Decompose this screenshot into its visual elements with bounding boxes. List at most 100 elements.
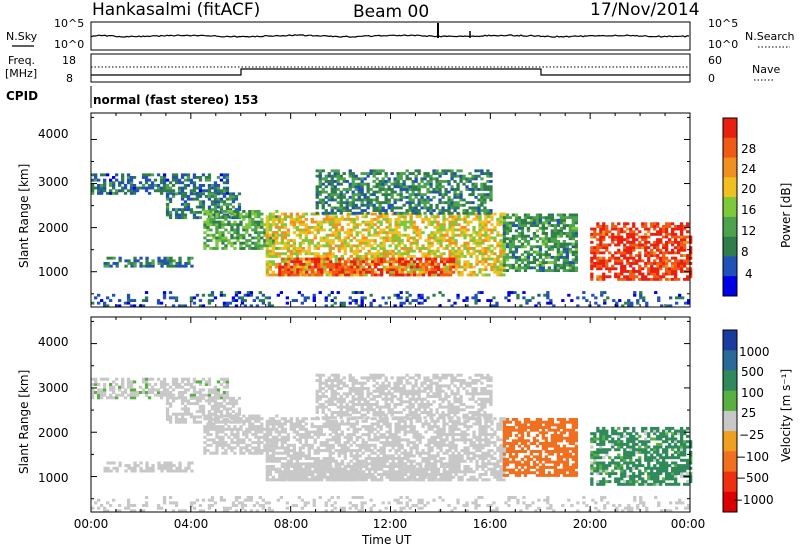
- power-cell: [320, 255, 323, 258]
- velocity-cell: [209, 452, 212, 455]
- power-cell: [560, 214, 563, 217]
- power-cell: [238, 296, 241, 299]
- power-cell: [465, 185, 468, 188]
- power-cell: [412, 185, 415, 188]
- power-cell: [536, 269, 539, 272]
- power-cell: [418, 201, 421, 204]
- nave-label: Nave: [752, 63, 780, 76]
- power-cell: [466, 242, 469, 245]
- power-cell: [572, 219, 575, 222]
- power-cell: [413, 260, 416, 263]
- velocity-cell: [266, 433, 269, 436]
- power-cell: [302, 250, 305, 253]
- velocity-cell: [305, 454, 308, 457]
- power-cell: [475, 234, 478, 237]
- power-cell: [346, 207, 349, 210]
- power-cell: [471, 209, 474, 212]
- power-cell: [435, 185, 438, 188]
- power-cell: [472, 274, 475, 277]
- power-cell: [278, 229, 281, 232]
- velocity-cell: [166, 462, 169, 465]
- power-cell: [478, 237, 481, 240]
- power-cell: [477, 199, 480, 202]
- power-cell: [469, 252, 472, 255]
- power-cell: [251, 210, 254, 213]
- power-cell: [362, 258, 365, 261]
- power-cell: [196, 216, 199, 219]
- power-cell: [572, 227, 575, 230]
- power-cell: [536, 251, 539, 254]
- velocity-cell: [220, 402, 223, 405]
- power-cell: [413, 237, 416, 240]
- power-cell: [311, 213, 314, 216]
- power-cell: [448, 215, 451, 218]
- power-cell: [251, 223, 254, 226]
- power-cell: [436, 250, 439, 253]
- power-cell: [317, 266, 320, 269]
- velocity-cell: [157, 467, 160, 470]
- velocity-cell: [215, 417, 218, 420]
- power-cell: [422, 274, 425, 277]
- power-cell: [662, 262, 665, 265]
- power-cell: [181, 187, 184, 190]
- power-cell: [208, 299, 211, 302]
- power-cell: [343, 201, 346, 204]
- power-cell: [662, 230, 665, 233]
- power-cell: [386, 237, 389, 240]
- power-cell: [465, 177, 468, 180]
- power-cell: [653, 233, 656, 236]
- velocity-cell: [206, 415, 209, 418]
- power-cell: [350, 274, 353, 277]
- velocity-cell: [242, 420, 245, 423]
- power-cell: [404, 247, 407, 250]
- power-cell: [413, 268, 416, 271]
- power-cell: [293, 244, 296, 247]
- velocity-cell: [211, 397, 214, 400]
- power-cell: [371, 271, 374, 274]
- power-cell: [590, 236, 593, 239]
- velocity-cell: [254, 441, 257, 444]
- velocity-cell: [248, 452, 251, 455]
- velocity-cell: [223, 378, 226, 381]
- power-cell: [103, 189, 106, 192]
- velocity-cell: [326, 438, 329, 441]
- nave-tick-top: 60: [708, 54, 722, 67]
- power-cell: [404, 223, 407, 226]
- power-cell: [566, 256, 569, 259]
- power-cell: [214, 195, 217, 198]
- power-cell: [480, 204, 483, 207]
- power-cell: [383, 244, 386, 247]
- power-cell: [415, 212, 418, 215]
- power-cell: [484, 226, 487, 229]
- power-cell: [542, 264, 545, 267]
- power-cell: [659, 228, 662, 231]
- velocity-cell: [329, 444, 332, 447]
- power-cell: [386, 221, 389, 224]
- power-cell: [115, 173, 118, 176]
- power-cell: [383, 266, 386, 269]
- power-cell: [260, 218, 263, 221]
- power-cell: [284, 266, 287, 269]
- power-cell: [226, 189, 229, 192]
- velocity-cell: [293, 436, 296, 439]
- power-cell: [272, 244, 275, 247]
- power-cell: [410, 223, 413, 226]
- power-cell: [683, 236, 686, 239]
- power-cell: [311, 231, 314, 234]
- velocity-cell: [266, 446, 269, 449]
- power-cell: [557, 264, 560, 267]
- power-cell: [287, 244, 290, 247]
- power-cell: [401, 255, 404, 258]
- freq-tick-top: 18: [62, 54, 76, 67]
- power-cell: [484, 229, 487, 232]
- power-cell: [602, 222, 605, 225]
- power-cell: [218, 239, 221, 242]
- power-cell: [245, 213, 248, 216]
- power-cell: [401, 223, 404, 226]
- power-cell: [398, 250, 401, 253]
- power-cell: [647, 257, 650, 260]
- power-cell: [518, 266, 521, 269]
- power-cell: [377, 218, 380, 221]
- power-cell: [468, 188, 471, 191]
- power-cell: [521, 266, 524, 269]
